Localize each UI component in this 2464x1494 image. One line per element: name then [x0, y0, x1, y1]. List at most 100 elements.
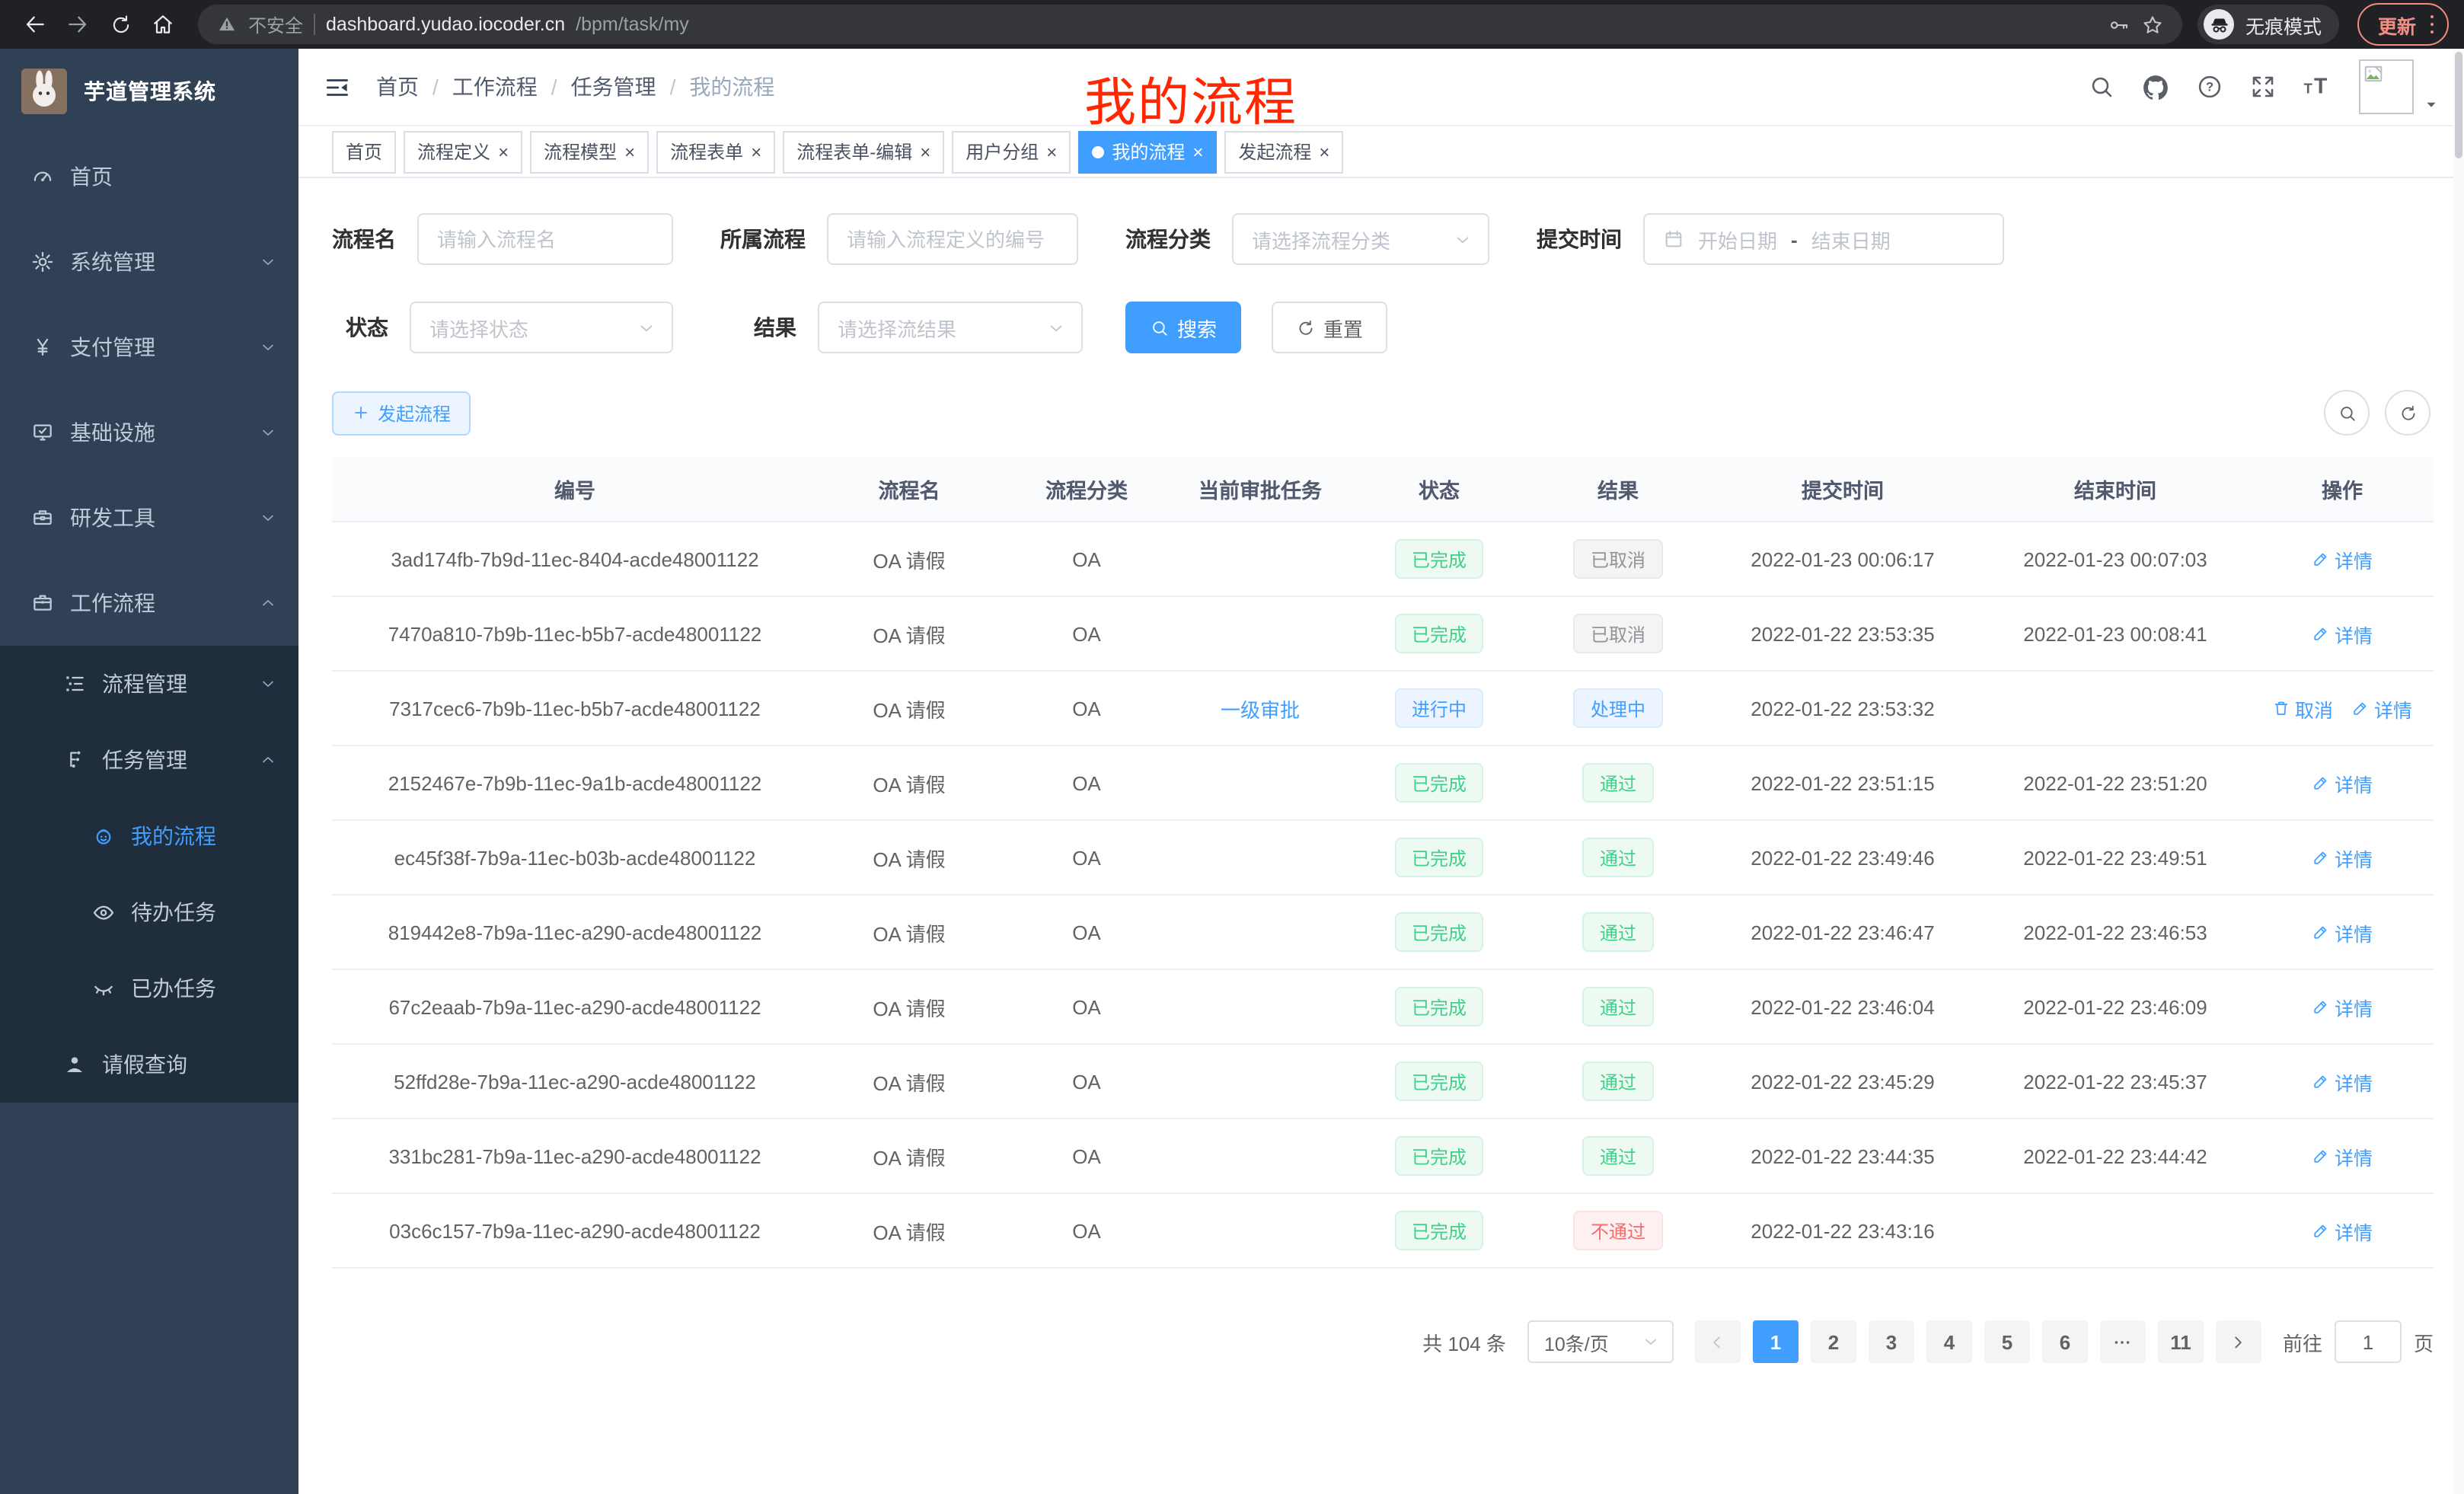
search-button[interactable]: 搜索 [1125, 302, 1242, 353]
详情-link[interactable]: 详情 [2312, 918, 2373, 947]
start-process-button[interactable]: 发起流程 [332, 391, 471, 435]
close-tab-icon[interactable]: × [920, 141, 931, 162]
refresh-table-button[interactable] [2385, 390, 2430, 436]
sidebar-item-已办任务[interactable]: 已办任务 [0, 950, 298, 1026]
close-tab-icon[interactable]: × [624, 141, 636, 162]
help-icon[interactable]: ? [2196, 73, 2223, 101]
category-select[interactable]: 请选择流程分类 [1232, 213, 1489, 265]
current-task-link[interactable]: 一级审批 [1220, 698, 1300, 721]
search-button-label: 搜索 [1177, 318, 1218, 340]
page-button-2[interactable]: 2 [1810, 1320, 1856, 1363]
goto-page-input[interactable] [2334, 1320, 2402, 1363]
详情-link[interactable]: 详情 [2312, 992, 2373, 1021]
search-icon[interactable] [2088, 73, 2115, 101]
tab-label: 流程定义 [417, 142, 491, 163]
详情-link[interactable]: 详情 [2312, 843, 2373, 872]
status-select[interactable]: 请选择状态 [410, 302, 673, 353]
scrollbar-thumb[interactable] [2455, 52, 2462, 158]
tab-首页[interactable]: 首页 [332, 130, 397, 173]
tab-流程模型[interactable]: 流程模型 × [530, 130, 650, 173]
sidebar-item-工作流程[interactable]: 工作流程 [0, 560, 298, 646]
insecure-warning-icon[interactable] [216, 14, 238, 35]
详情-link[interactable]: 详情 [2312, 544, 2373, 573]
cell-result: 处理中 [1530, 672, 1706, 745]
browser-menu-icon[interactable] [2430, 14, 2434, 34]
close-tab-icon[interactable]: × [751, 141, 762, 162]
详情-link[interactable]: 详情 [2312, 1216, 2373, 1245]
github-icon[interactable] [2141, 72, 2170, 101]
sidebar-item-请假查询[interactable]: 请假查询 [0, 1026, 298, 1103]
process-name-input[interactable] [417, 213, 673, 265]
详情-link[interactable]: 详情 [2312, 619, 2373, 648]
tab-流程表单[interactable]: 流程表单 × [656, 130, 776, 173]
browser-forward-icon[interactable] [58, 5, 97, 44]
sidebar-item-label: 请假查询 [102, 1052, 187, 1077]
tab-用户分组[interactable]: 用户分组 × [952, 130, 1071, 173]
parent-process-input[interactable] [827, 213, 1078, 265]
close-tab-icon[interactable]: × [1046, 141, 1058, 162]
address-bar[interactable]: 不安全 dashboard.yudao.iocoder.cn/bpm/task/… [198, 5, 2183, 44]
sidebar-item-基础设施[interactable]: 基础设施 [0, 390, 298, 475]
bookmark-star-icon[interactable] [2142, 13, 2165, 36]
close-tab-icon[interactable]: × [1319, 141, 1330, 162]
cell-submit-time: 2022-01-22 23:44:35 [1751, 1144, 1935, 1167]
result-select[interactable]: 请选择流结果 [818, 302, 1083, 353]
reset-button[interactable]: 重置 [1272, 302, 1388, 353]
browser-back-icon[interactable] [15, 5, 55, 44]
page-button-6[interactable]: 6 [2041, 1320, 2088, 1363]
fullscreen-icon[interactable] [2249, 73, 2277, 101]
详情-link[interactable]: 详情 [2312, 1141, 2373, 1170]
sidebar-item-研发工具[interactable]: 研发工具 [0, 475, 298, 560]
toggle-search-button[interactable] [2324, 390, 2370, 436]
eye-icon [91, 900, 116, 924]
breadcrumb-item-首页[interactable]: 首页 [376, 75, 419, 99]
sidebar-item-我的流程[interactable]: 我的流程 [0, 798, 298, 874]
page-button-3[interactable]: 3 [1868, 1320, 1914, 1363]
edit-icon [2312, 774, 2330, 792]
plus-icon [352, 404, 370, 422]
browser-home-icon[interactable] [143, 5, 183, 44]
app-logo-row[interactable]: 芋道管理系统 [0, 49, 298, 134]
table-row: 67c2eaab-7b9a-11ec-a290-acde48001122 OA 请… [332, 970, 2434, 1045]
详情-link[interactable]: 详情 [2312, 768, 2373, 797]
pagination-ellipsis[interactable] [2099, 1320, 2146, 1363]
avatar[interactable] [2359, 59, 2414, 114]
page-scrollbar[interactable] [2453, 49, 2464, 1494]
close-tab-icon[interactable]: × [1192, 141, 1204, 162]
sidebar-item-待办任务[interactable]: 待办任务 [0, 874, 298, 950]
browser-reload-icon[interactable] [101, 5, 140, 44]
sidebar-item-系统管理[interactable]: 系统管理 [0, 219, 298, 305]
tab-流程表单-编辑[interactable]: 流程表单-编辑 × [783, 130, 945, 173]
breadcrumb-item-任务管理[interactable]: 任务管理 [570, 75, 656, 99]
prev-page-button[interactable] [1694, 1320, 1741, 1363]
sidebar-item-首页[interactable]: 首页 [0, 134, 298, 219]
collapse-sidebar-icon[interactable] [323, 72, 352, 101]
user-avatar-menu[interactable] [2359, 59, 2440, 114]
tab-我的流程[interactable]: 我的流程 × [1078, 130, 1218, 173]
cell-submit-time: 2022-01-22 23:46:04 [1751, 995, 1935, 1018]
avatar-caret-icon[interactable] [2423, 96, 2440, 113]
详情-link[interactable]: 详情 [2351, 694, 2412, 723]
详情-link[interactable]: 详情 [2312, 1067, 2373, 1096]
page-size-select[interactable]: 10条/页 [1527, 1320, 1674, 1363]
page-button-5[interactable]: 5 [1984, 1320, 2030, 1363]
browser-update-button[interactable]: 更新 [2357, 3, 2449, 46]
tab-流程定义[interactable]: 流程定义 × [404, 130, 523, 173]
tab-发起流程[interactable]: 发起流程 × [1224, 130, 1344, 173]
action-label: 详情 [2374, 700, 2413, 721]
sidebar-item-任务管理[interactable]: 任务管理 [0, 722, 298, 798]
cell-process-id: 3ad174fb-7b9d-11ec-8404-acde48001122 [391, 547, 759, 570]
page-button-1[interactable]: 1 [1752, 1320, 1799, 1363]
取消-link[interactable]: 取消 [2272, 694, 2333, 723]
password-key-icon[interactable] [2108, 13, 2131, 36]
page-button-11[interactable]: 11 [2157, 1320, 2204, 1363]
start-process-label: 发起流程 [378, 403, 452, 424]
next-page-button[interactable] [2215, 1320, 2261, 1363]
sidebar-item-支付管理[interactable]: 支付管理 [0, 305, 298, 390]
sidebar-item-流程管理[interactable]: 流程管理 [0, 646, 298, 722]
page-button-4[interactable]: 4 [1926, 1320, 1972, 1363]
submit-time-range-picker[interactable]: 开始日期 - 结束日期 [1643, 213, 2004, 265]
close-tab-icon[interactable]: × [498, 141, 509, 162]
breadcrumb-item-工作流程[interactable]: 工作流程 [452, 75, 538, 99]
